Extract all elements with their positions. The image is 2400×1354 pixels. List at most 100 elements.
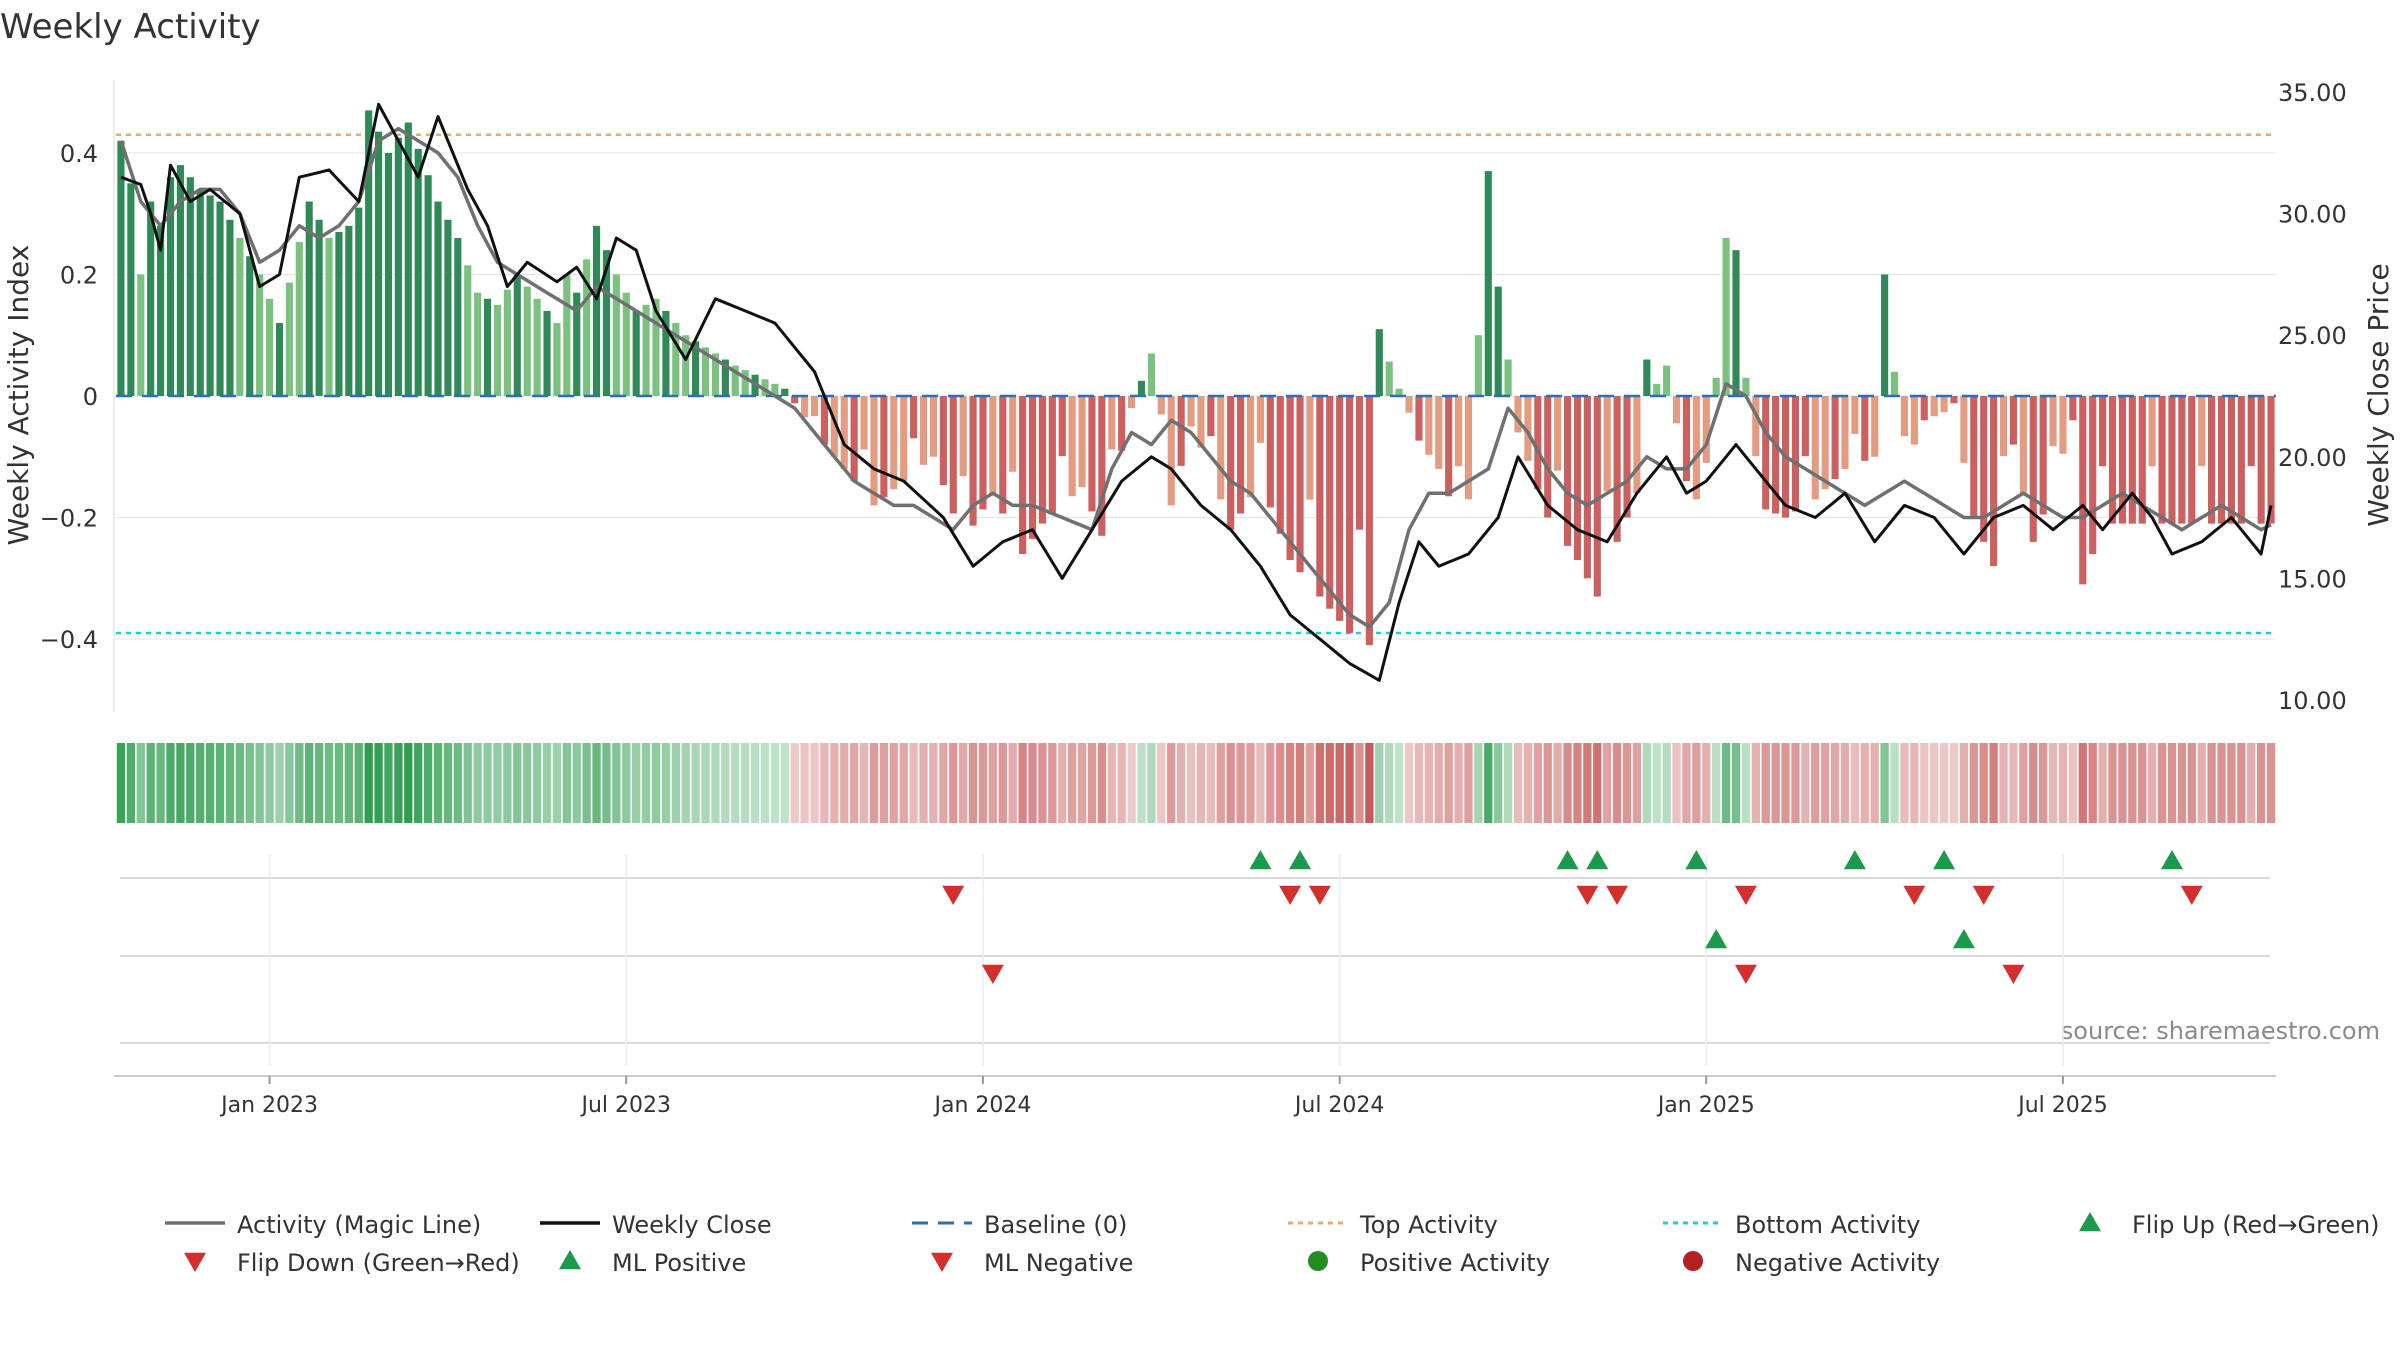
heat-cell <box>1385 743 1394 823</box>
heat-cell <box>2088 743 2097 823</box>
activity-bar <box>563 274 571 396</box>
activity-bar <box>860 396 868 450</box>
activity-bar <box>2267 396 2275 524</box>
activity-bar <box>1068 396 1076 497</box>
flip-down-marker <box>1734 885 1757 905</box>
heat-cell <box>1147 743 1156 823</box>
heat-cell <box>176 743 185 823</box>
heat-cell <box>929 743 938 823</box>
heat-cell <box>681 743 690 823</box>
activity-bar <box>969 396 977 526</box>
heat-cell <box>1117 743 1126 823</box>
heat-cell <box>1642 743 1651 823</box>
heat-cell <box>1503 743 1513 823</box>
activity-bar <box>2049 396 2057 447</box>
heat-cell <box>443 743 453 823</box>
activity-bar <box>1326 396 1334 609</box>
activity-bar <box>375 131 383 396</box>
heat-cell <box>939 743 948 823</box>
activity-bar <box>2069 396 2077 421</box>
heat-cell <box>2048 743 2058 823</box>
heat-cell <box>859 743 869 823</box>
activity-bar <box>1772 396 1780 514</box>
heat-cell <box>1603 743 1612 823</box>
activity-bar <box>1940 396 1948 413</box>
heat-cell <box>1127 743 1136 823</box>
activity-bar <box>1534 396 1542 490</box>
activity-bar <box>295 242 303 396</box>
heat-cell <box>582 743 591 823</box>
heat-cell <box>1008 743 1017 823</box>
heat-cell <box>1801 743 1810 823</box>
activity-bar <box>573 292 581 396</box>
heat-cell <box>1375 743 1384 823</box>
flip-down-marker <box>942 885 965 905</box>
heat-cell <box>404 743 413 823</box>
heat-cell <box>592 743 601 823</box>
activity-bar <box>2108 396 2117 524</box>
heat-cell <box>780 743 789 823</box>
heat-cell <box>1622 743 1632 823</box>
heat-cell <box>255 743 264 823</box>
heat-cell <box>1969 743 1978 823</box>
activity-bar <box>533 298 541 396</box>
activity-bar <box>741 370 749 396</box>
heat-cell <box>1900 743 1909 823</box>
heat-cell <box>2009 743 2018 823</box>
activity-bar <box>1217 396 1225 500</box>
activity-bar <box>890 396 898 490</box>
activity-bar <box>1831 396 1839 480</box>
x-tick-label: Jan 2024 <box>933 1093 1032 1118</box>
heat-cell <box>2187 743 2196 823</box>
heat-cell <box>1226 743 1235 823</box>
heat-cell <box>1424 743 1434 823</box>
heat-cell <box>1295 743 1305 823</box>
activity-bar <box>157 225 165 396</box>
activity-bar <box>999 396 1007 514</box>
heat-cell <box>1365 743 1374 823</box>
activity-bar <box>1653 383 1661 396</box>
heat-cell <box>2098 743 2107 823</box>
heat-cell <box>1454 743 1463 823</box>
heat-cell <box>1028 743 1037 823</box>
x-tick-label: Jul 2025 <box>2016 1093 2108 1118</box>
heat-cell <box>453 743 462 823</box>
activity-bar <box>1306 396 1314 500</box>
heat-cell <box>1434 743 1443 823</box>
activity-bar <box>2257 396 2265 524</box>
activity-bar <box>394 137 402 396</box>
flip-up-marker <box>2160 850 2183 870</box>
flip-markers <box>184 850 2203 1272</box>
activity-bar <box>929 396 937 457</box>
activity-heat-strip <box>116 743 2276 823</box>
heat-cell <box>1523 743 1533 823</box>
activity-bar <box>1514 396 1522 433</box>
heat-cell <box>423 743 433 823</box>
flip-up-marker <box>1843 850 1866 870</box>
activity-bar <box>2168 396 2176 524</box>
heat-cell <box>1464 743 1473 823</box>
heat-cell <box>1672 743 1681 823</box>
activity-bar <box>1246 396 1255 498</box>
activity-bar <box>1821 396 1829 490</box>
activity-bar <box>1583 396 1591 579</box>
activity-bar <box>711 353 720 396</box>
heat-cell <box>1593 743 1602 823</box>
activity-bar <box>1544 396 1552 518</box>
activity-bar <box>127 183 135 396</box>
heat-cell <box>1662 743 1671 823</box>
activity-bar <box>1524 396 1532 461</box>
heat-cell <box>146 743 155 823</box>
heat-cell <box>731 743 740 823</box>
activity-bar <box>1633 396 1641 494</box>
activity-bar <box>2089 396 2097 554</box>
activity-bar <box>2009 396 2017 445</box>
activity-bar <box>939 396 947 486</box>
heat-cell <box>344 743 354 823</box>
heat-cell <box>2118 743 2127 823</box>
heat-cell <box>1077 743 1087 823</box>
heat-cell <box>1989 743 1998 823</box>
activity-bar <box>404 122 412 397</box>
heat-cell <box>741 743 750 823</box>
activity-bar <box>553 323 561 396</box>
